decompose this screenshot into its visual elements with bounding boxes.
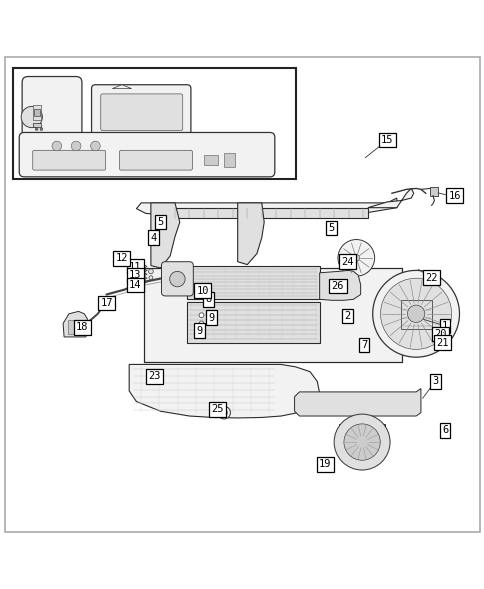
Text: 17: 17: [100, 298, 113, 308]
FancyBboxPatch shape: [119, 150, 192, 170]
Polygon shape: [129, 365, 319, 418]
Bar: [187, 302, 319, 343]
Polygon shape: [136, 198, 396, 214]
Polygon shape: [143, 268, 401, 362]
Text: 5: 5: [328, 223, 334, 233]
Text: 12: 12: [116, 253, 128, 263]
Polygon shape: [367, 188, 413, 208]
Text: 7: 7: [360, 340, 366, 350]
Bar: [32, 105, 41, 120]
Circle shape: [217, 406, 230, 419]
Bar: [224, 153, 234, 167]
Circle shape: [35, 128, 38, 131]
Circle shape: [199, 328, 203, 333]
Circle shape: [199, 313, 203, 317]
Bar: [429, 187, 438, 196]
FancyBboxPatch shape: [22, 77, 82, 146]
FancyBboxPatch shape: [91, 85, 191, 138]
Circle shape: [149, 276, 152, 280]
Text: 2: 2: [344, 311, 350, 321]
Text: 5: 5: [157, 217, 163, 227]
Text: 16: 16: [448, 191, 460, 201]
Circle shape: [169, 272, 185, 287]
Circle shape: [372, 270, 458, 357]
Bar: [203, 155, 218, 166]
FancyBboxPatch shape: [32, 150, 106, 170]
Bar: [68, 320, 82, 334]
Circle shape: [380, 278, 451, 349]
Text: 25: 25: [211, 404, 223, 414]
Text: 9: 9: [196, 326, 202, 336]
Text: 22: 22: [424, 273, 437, 283]
Polygon shape: [294, 389, 420, 416]
Bar: [14, 68, 295, 179]
Circle shape: [220, 409, 227, 416]
Circle shape: [337, 240, 374, 276]
Text: 20: 20: [433, 329, 446, 339]
Text: 13: 13: [129, 270, 141, 280]
Polygon shape: [319, 270, 360, 300]
Text: 18: 18: [76, 322, 89, 332]
Circle shape: [71, 141, 81, 151]
Text: 19: 19: [318, 459, 331, 469]
Circle shape: [333, 414, 389, 470]
Bar: [187, 266, 319, 299]
Text: 26: 26: [331, 281, 344, 291]
Text: 9: 9: [208, 313, 214, 323]
FancyBboxPatch shape: [101, 94, 182, 131]
Text: 3: 3: [431, 376, 438, 386]
Bar: [400, 300, 431, 329]
Circle shape: [21, 107, 42, 128]
Polygon shape: [151, 203, 180, 268]
Circle shape: [91, 141, 100, 151]
Bar: [33, 110, 40, 116]
Text: 6: 6: [441, 425, 447, 435]
Bar: [32, 123, 41, 127]
Circle shape: [52, 141, 61, 151]
Text: 21: 21: [436, 337, 448, 348]
Text: 8: 8: [205, 294, 212, 305]
Polygon shape: [237, 203, 264, 264]
Text: 11: 11: [129, 262, 141, 272]
Polygon shape: [170, 208, 367, 219]
Text: 1: 1: [441, 321, 447, 331]
Text: 14: 14: [129, 280, 141, 290]
Text: 23: 23: [148, 372, 161, 382]
Polygon shape: [112, 85, 131, 88]
Circle shape: [40, 128, 43, 131]
Circle shape: [407, 305, 424, 322]
Text: 15: 15: [380, 135, 393, 145]
Circle shape: [148, 269, 153, 274]
Circle shape: [352, 254, 359, 261]
Text: 24: 24: [341, 257, 353, 267]
Circle shape: [199, 321, 203, 326]
Circle shape: [343, 424, 379, 460]
Polygon shape: [63, 312, 88, 337]
FancyBboxPatch shape: [161, 262, 193, 296]
Text: 4: 4: [150, 233, 156, 243]
FancyBboxPatch shape: [19, 133, 274, 177]
Bar: [338, 423, 384, 458]
Text: 10: 10: [197, 286, 209, 296]
